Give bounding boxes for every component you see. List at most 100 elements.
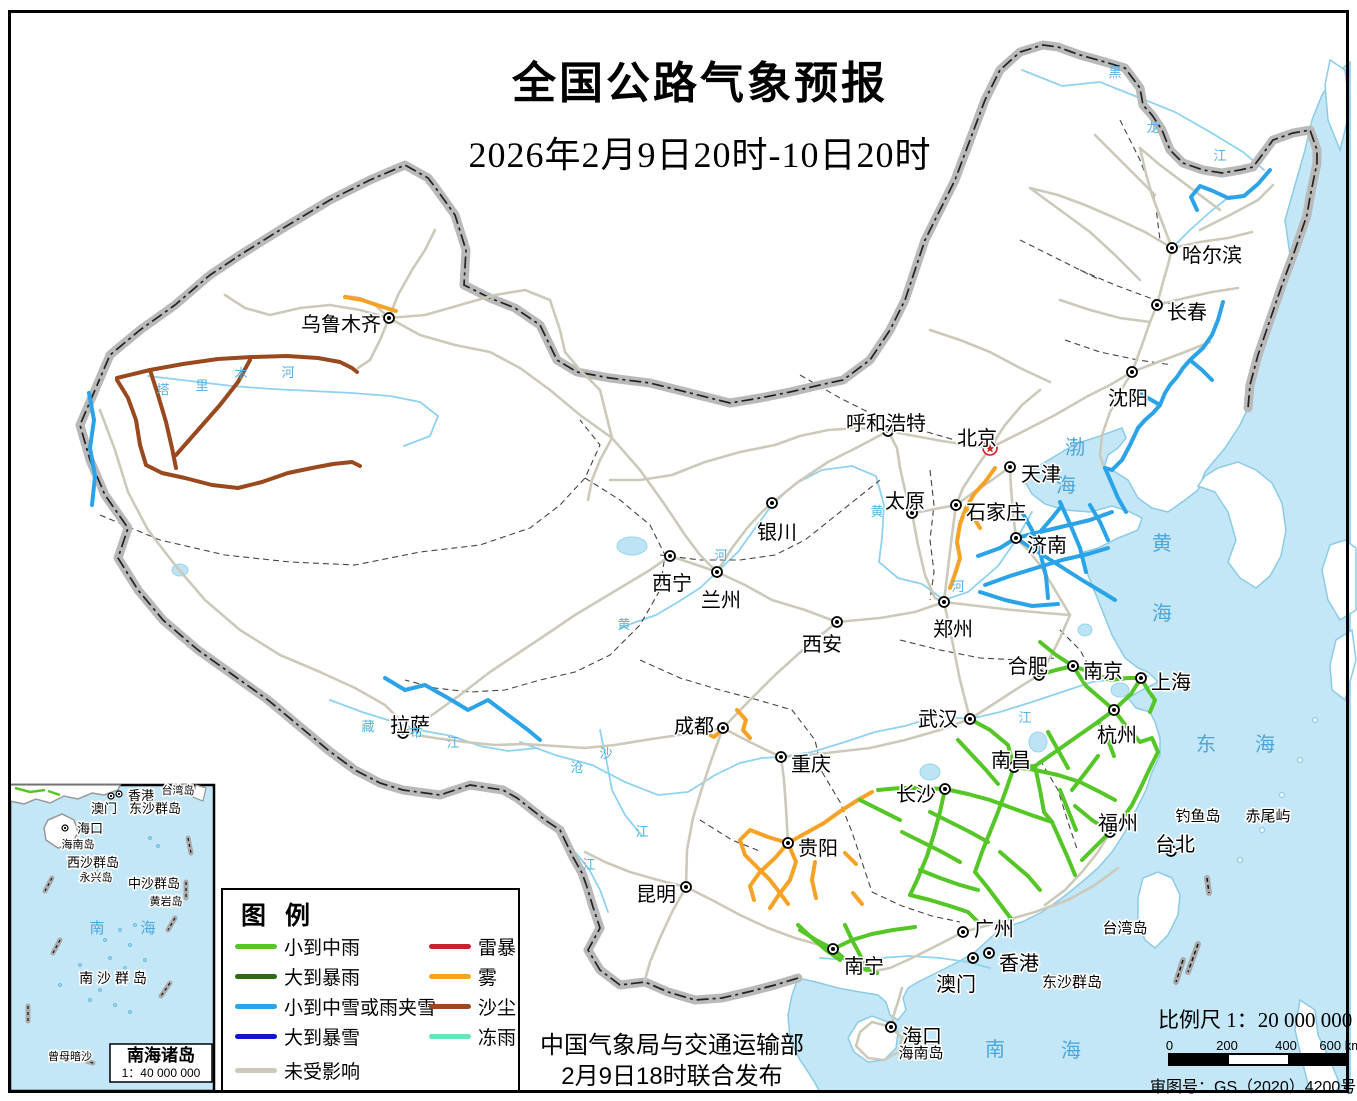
inset-island-dot: [103, 938, 107, 942]
city-marker-dot: [1170, 246, 1174, 250]
city-marker-dot: [889, 1025, 893, 1029]
province-boundary: [1039, 759, 1079, 853]
city-label: 长沙: [896, 783, 936, 806]
city-label: 沈阳: [1108, 387, 1148, 410]
city-marker-dot: [1139, 676, 1143, 680]
inset-label: 西沙群岛: [67, 855, 119, 870]
route-unaffected: [715, 570, 839, 624]
province-boundary: [699, 819, 763, 853]
capital-marker-icon: [982, 440, 998, 456]
route-rain: [858, 798, 902, 822]
province-boundary: [1019, 239, 1101, 281]
inset-label: 曾母暗沙: [48, 1049, 92, 1063]
boundary-dash-line: [1206, 877, 1210, 894]
city-label: 合肥: [1008, 655, 1048, 678]
inset-dash-line: [44, 877, 53, 892]
river-name-label: 木: [234, 366, 247, 381]
city-marker-dot: [1014, 536, 1018, 540]
city-marker-dot: [835, 620, 839, 624]
route-rain: [796, 923, 842, 962]
city-marker-dot: [942, 600, 946, 604]
city-marker-dot: [770, 501, 774, 505]
city-marker-dot: [786, 841, 790, 845]
city-marker-dot: [886, 429, 890, 433]
route-rain: [998, 850, 1042, 892]
route-fog: [843, 851, 858, 866]
inset-island-dot: [98, 874, 102, 878]
route-rain: [1012, 765, 1117, 802]
route-rain: [1058, 788, 1078, 832]
city-label: 澳门: [936, 973, 976, 996]
route-unaffected: [1130, 340, 1212, 374]
city-label: 西宁: [652, 572, 692, 595]
sea-name-label: 渤: [1065, 436, 1085, 459]
route-rain: [843, 923, 870, 970]
inset-island-dot: [113, 1003, 117, 1007]
legend-item-label: 雷暴: [478, 937, 517, 959]
legend-item-5: 雷暴: [429, 934, 517, 959]
inset-label: 南 沙 群 岛: [79, 970, 147, 986]
city-marker-dot: [721, 726, 725, 730]
legend-swatch-icon: [235, 973, 277, 979]
route-unaffected: [773, 426, 890, 447]
inset-label: 台湾岛: [162, 783, 195, 797]
route-rain: [831, 947, 879, 975]
route-unaffected: [886, 429, 914, 515]
island-dot: [1278, 791, 1286, 799]
legend-swatch-icon: [429, 973, 471, 979]
city-marker-dot: [961, 930, 965, 934]
route-snow: [1020, 510, 1050, 600]
route-unaffected: [770, 429, 890, 505]
legend-item-2: 小到中雪或雨夹雪: [235, 994, 436, 1019]
legend-swatch-icon: [235, 1003, 277, 1009]
scale-tick-2: 400: [1275, 1038, 1297, 1053]
route-rain: [1080, 830, 1112, 862]
lake: [1110, 682, 1130, 698]
route-rain: [900, 830, 962, 864]
city-label: 香港: [999, 952, 1039, 975]
route-unaffected: [668, 554, 719, 574]
inset-island-dot: [118, 928, 122, 932]
inset-label: 海南岛: [62, 837, 95, 851]
inset-island-dot: [94, 868, 98, 872]
city-label: 太原: [885, 490, 925, 513]
island-label: 钓鱼岛: [1175, 807, 1220, 825]
route-unaffected: [608, 443, 777, 482]
inset-island-dot: [156, 844, 160, 848]
province-boundary: [929, 469, 935, 601]
route-unaffected: [387, 288, 567, 354]
inset-dash-line: [187, 837, 192, 854]
sea-name-label: 海: [1061, 1039, 1081, 1062]
route-rain: [928, 810, 990, 844]
inset-label: 中沙群岛: [128, 876, 180, 891]
river: [599, 729, 643, 837]
page-title: 全国公路气象预报: [512, 59, 888, 108]
sea-name-label: 南: [985, 1038, 1005, 1061]
route-unaffected: [1170, 230, 1254, 250]
route-unaffected: [1037, 613, 1072, 677]
province-boundary: [99, 419, 601, 566]
city-marker-dot: [1008, 465, 1012, 469]
river: [329, 699, 539, 752]
legend-swatch-icon: [235, 1067, 277, 1073]
city-label: 海口: [902, 1025, 942, 1048]
route-snow: [1189, 168, 1272, 212]
inset-island-dot: [148, 886, 152, 890]
route-rain: [956, 738, 1000, 786]
inset-island-dot: [140, 878, 144, 882]
inset-route-rain: [47, 789, 61, 797]
inset-scale: 1：40 000 000: [122, 1066, 201, 1080]
route-unaffected: [1098, 370, 1134, 470]
route-unaffected: [586, 436, 614, 502]
inset-taiwan: [192, 784, 207, 802]
issuer-line1: 中国气象局与交通运输部: [540, 1032, 804, 1059]
river-name-label: 沙: [599, 746, 612, 761]
river: [147, 375, 440, 447]
route-unaffected: [942, 503, 958, 604]
route-rain: [1046, 730, 1070, 770]
city-label: 济南: [1027, 534, 1067, 557]
route-fog: [738, 828, 790, 906]
inset-island-dot: [108, 956, 112, 960]
route-snow: [1136, 390, 1162, 407]
